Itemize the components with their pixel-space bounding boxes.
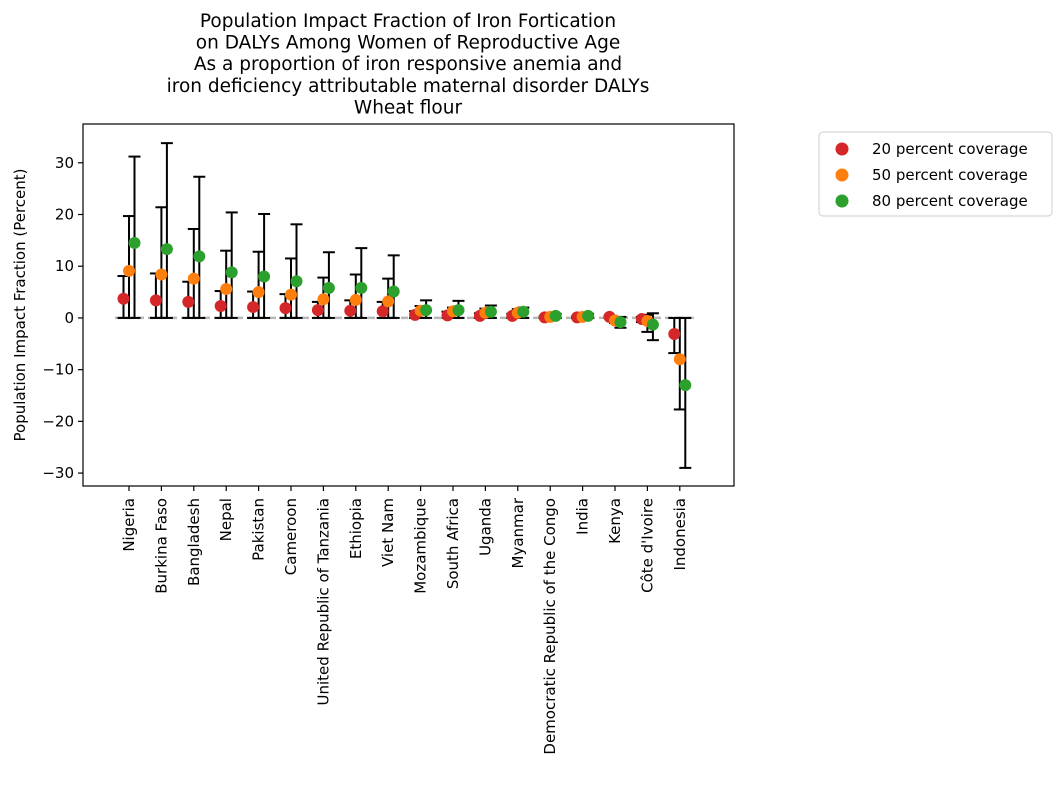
legend: 20 percent coverage 50 percent coverage 80… (818, 131, 1053, 217)
data-point (182, 295, 195, 308)
data-point (355, 281, 368, 294)
legend-label: 20 percent coverage (872, 140, 1028, 158)
y-tick-label: 30 (55, 154, 74, 172)
data-point (214, 300, 227, 313)
data-point (155, 268, 168, 281)
data-point (117, 292, 130, 305)
data-point (317, 293, 330, 306)
chart-title-line: Population Impact Fraction of Iron Forti… (200, 11, 616, 32)
x-tick-label: Nepal (217, 498, 235, 541)
chart-marks (115, 142, 694, 469)
chart-title-line: As a proportion of iron responsive anemi… (194, 54, 622, 75)
data-point (285, 288, 297, 301)
legend-label: 80 percent coverage (872, 192, 1028, 210)
legend-marker (835, 142, 849, 156)
x-tick-label: Viet Nam (379, 498, 397, 567)
legend-box (818, 131, 1053, 217)
x-tick-label: Pakistan (250, 498, 268, 561)
data-point (452, 304, 465, 317)
legend-label: 50 percent coverage (872, 166, 1028, 184)
data-point (349, 293, 362, 306)
data-point (252, 286, 265, 299)
x-tick-label: Nigeria (120, 498, 138, 552)
x-tick-label: Indonesia (671, 498, 689, 571)
x-tick-label: Ethiopia (347, 498, 365, 559)
chart-title-line: on DALYs Among Women of Reproductive Age (196, 33, 620, 54)
data-point (582, 309, 595, 322)
data-point (420, 304, 433, 317)
y-tick-label: 0 (64, 309, 74, 327)
data-point (549, 309, 562, 322)
data-point (149, 294, 162, 307)
x-tick-label: South Africa (444, 498, 462, 589)
legend-marker (835, 168, 849, 182)
y-tick-label: −30 (42, 464, 74, 482)
data-point (668, 327, 681, 340)
y-tick-label: −10 (42, 361, 74, 379)
x-tick-label: Burkina Faso (152, 498, 170, 594)
data-point (247, 301, 260, 314)
x-axis: Nigeria Burkina Faso Bangladesh Nepal Pakist… (120, 486, 689, 755)
x-tick-label: Côte d'Ivoire (638, 498, 656, 593)
y-tick-label: −20 (42, 412, 74, 430)
data-point (225, 266, 238, 279)
x-tick-label: Mozambique (412, 498, 430, 594)
data-point (646, 318, 659, 331)
chart-title-line: Wheat flour (354, 97, 463, 118)
data-point (387, 285, 400, 298)
x-tick-label: Myanmar (509, 497, 527, 568)
y-tick-label: 20 (55, 206, 74, 224)
data-point (679, 379, 692, 392)
x-tick-label: Uganda (476, 498, 494, 556)
data-point (344, 304, 357, 317)
data-point (220, 282, 233, 295)
data-point (258, 270, 271, 283)
x-tick-label: Democratic Republic of the Congo (541, 498, 559, 755)
data-point (322, 281, 335, 294)
x-tick-label: India (574, 498, 592, 535)
data-point (382, 295, 395, 308)
x-tick-label: United Republic of Tanzania (314, 498, 332, 705)
chart-title: Population Impact Fraction of Iron Forti… (167, 11, 650, 118)
data-point (290, 275, 303, 288)
data-point (311, 304, 324, 317)
data-point (187, 272, 200, 285)
data-point (614, 316, 627, 329)
y-axis: −30 −20 −10 0 10 20 30 (42, 154, 83, 482)
data-point (673, 353, 686, 366)
chart-title-line: iron deficiency attributable maternal di… (167, 76, 650, 97)
data-point (484, 305, 497, 318)
data-point (376, 305, 389, 318)
data-point (517, 305, 530, 318)
data-point (279, 302, 292, 315)
plot-area-frame (82, 123, 735, 487)
x-tick-label: Bangladesh (185, 498, 203, 586)
x-tick-label: Kenya (606, 498, 624, 544)
y-axis-label: Population Impact Fraction (Percent) (11, 168, 29, 441)
y-tick-label: 10 (55, 257, 74, 275)
legend-marker (835, 194, 849, 208)
x-tick-label: Cameroon (282, 498, 300, 575)
data-point (128, 236, 141, 249)
data-point (160, 243, 173, 256)
data-point (193, 250, 206, 263)
data-point (123, 264, 135, 277)
